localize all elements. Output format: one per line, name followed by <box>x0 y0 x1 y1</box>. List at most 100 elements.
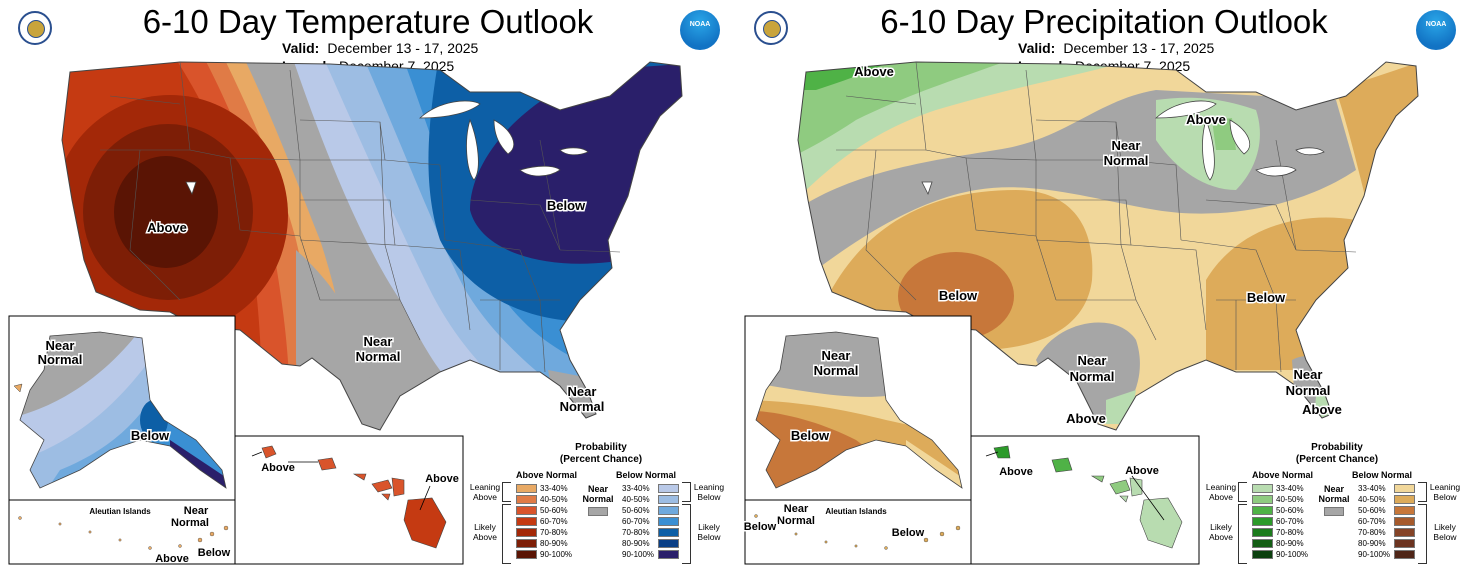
label-below-southwest: Below <box>939 288 978 303</box>
label-near-normal-north-2: Normal <box>1104 153 1149 168</box>
legend-above-range: 90-100% <box>1276 550 1309 559</box>
legend-above-swatch <box>516 484 537 493</box>
legend-above-swatch <box>1252 495 1273 504</box>
label-near-normal-tx-1: Near <box>1078 353 1107 368</box>
hawaii-inset: Above Above <box>234 435 464 565</box>
label-ak-near-normal-1: Near <box>822 348 851 363</box>
legend-below-swatch <box>1394 517 1415 526</box>
legend-subtitle: (Percent Chance) <box>559 454 643 465</box>
legend-above-swatch <box>1252 539 1273 548</box>
legend-below-swatch <box>658 484 679 493</box>
label-ak-below: Below <box>131 428 170 443</box>
label-aleutian-below-left: Below <box>744 521 777 533</box>
legend-below-swatch <box>1394 528 1415 537</box>
great-lakes <box>921 100 1325 196</box>
label-hi-above-right: Above <box>425 473 459 485</box>
legend-above-range: 60-70% <box>1276 517 1304 526</box>
precipitation-legend: Probability (Percent Chance) Above Norma… <box>1202 440 1472 572</box>
temperature-outlook-panel: NOAA 6-10 Day Temperature Outlook Valid:… <box>8 3 736 572</box>
legend-below-range: 33-40% <box>1358 484 1386 493</box>
legend-above-swatch <box>516 550 537 559</box>
legend-below-normal: Below Normal <box>616 470 677 480</box>
label-aleutian-near-normal-2: Normal <box>171 517 209 529</box>
temperature-legend: Probability (Percent Chance) Above Norma… <box>466 440 736 572</box>
label-hi-above-left: Above <box>261 462 295 474</box>
legend-leaning-below: Leaning Below <box>693 482 725 502</box>
legend-above-normal: Above Normal <box>1252 470 1314 480</box>
label-near-normal-fl-1: Near <box>568 384 597 399</box>
legend-below-range: 90-100% <box>622 550 655 559</box>
legend-above-range: 33-40% <box>1276 484 1304 493</box>
legend-below-range: 40-50% <box>622 495 650 504</box>
hawaii-inset: Above Above <box>970 435 1200 565</box>
legend-below-range: 80-90% <box>622 539 650 548</box>
legend-below-range: 80-90% <box>1358 539 1386 548</box>
label-aleutian-near-normal-1: Near <box>184 505 209 517</box>
legend-above-range: 33-40% <box>540 484 568 493</box>
precipitation-map: Above Above Near Normal Below Below Near… <box>742 61 1419 565</box>
legend-above-normal: Above Normal <box>516 470 578 480</box>
legend-above-range: 80-90% <box>540 539 568 548</box>
legend-below-swatch <box>1394 506 1415 515</box>
legend-above-swatch <box>516 517 537 526</box>
label-near-normal-fl-2: Normal <box>560 399 605 414</box>
temperature-map: Above Below Near Normal Near Normal Near <box>8 61 683 567</box>
legend-below-swatch <box>658 539 679 548</box>
legend-above-swatch <box>1252 517 1273 526</box>
legend-below-range: 40-50% <box>1358 495 1386 504</box>
legend-likely-above: Likely Above <box>1208 522 1234 542</box>
alaska-inset: Near Normal Below <box>744 315 972 501</box>
label-above-fl: Above <box>1302 402 1342 417</box>
legend-above-swatch <box>516 506 537 515</box>
state-boundaries <box>836 61 1357 373</box>
legend-below-range: 90-100% <box>1358 550 1391 559</box>
valid-dates: Valid: December 13 - 17, 2025 <box>282 40 479 56</box>
valid-dates: Valid: December 13 - 17, 2025 <box>1018 40 1215 56</box>
legend-below-swatch <box>1394 495 1415 504</box>
alaska-inset: Near Normal Below <box>8 315 236 501</box>
state-boundaries <box>100 61 621 373</box>
legend-leaning-above: Leaning Above <box>469 482 501 502</box>
label-above-great-lakes: Above <box>1186 112 1226 127</box>
label-aleutian-near-normal-1: Near <box>784 503 809 515</box>
page-title: 6-10 Day Temperature Outlook <box>142 3 594 40</box>
legend-above-swatch <box>516 539 537 548</box>
legend-likely-above: Likely Above <box>472 522 498 542</box>
legend-above-swatch <box>1252 550 1273 559</box>
noaa-logo-icon: NOAA <box>680 10 720 50</box>
label-near-normal-tx-2: Normal <box>1070 369 1115 384</box>
label-aleutian-above: Above <box>155 553 189 565</box>
legend-below-range: 70-80% <box>622 528 650 537</box>
legend-near-normal-swatch <box>1324 507 1344 516</box>
legend-subtitle: (Percent Chance) <box>1295 454 1379 465</box>
legend-above-range: 70-80% <box>1276 528 1304 537</box>
precipitation-outlook-panel: NOAA 6-10 Day Precipitation Outlook Vali… <box>736 0 1472 572</box>
legend-below-range: 50-60% <box>622 506 650 515</box>
legend-leaning-below: Leaning Below <box>1429 482 1461 502</box>
legend-likely-below: Likely Below <box>697 522 721 542</box>
legend-below-swatch <box>658 528 679 537</box>
legend-below-swatch <box>658 517 679 526</box>
label-aleutian-below-right: Below <box>892 527 925 539</box>
label-above-west: Above <box>147 220 187 235</box>
legend-below-swatch <box>1394 550 1415 559</box>
label-near-normal-fl-1: Near <box>1294 367 1323 382</box>
label-above-nw: Above <box>854 64 894 79</box>
label-above-tx-coast: Above <box>1066 411 1106 426</box>
label-hi-above-right: Above <box>1125 465 1159 477</box>
label-ak-near-normal-1: Near <box>46 338 75 353</box>
legend-above-range: 60-70% <box>540 517 568 526</box>
legend-below-range: 60-70% <box>1358 517 1386 526</box>
legend-near-normal: Near Normal <box>1318 484 1350 504</box>
legend-above-range: 40-50% <box>540 495 568 504</box>
page-title: 6-10 Day Precipitation Outlook <box>880 3 1328 40</box>
legend-above-swatch <box>516 528 537 537</box>
label-hi-above-left: Above <box>999 466 1033 478</box>
legend-below-range: 33-40% <box>622 484 650 493</box>
legend-below-normal: Below Normal <box>1352 470 1413 480</box>
great-lakes <box>185 100 589 196</box>
label-below-east: Below <box>547 198 586 213</box>
legend-near-normal: Near Normal <box>582 484 614 504</box>
label-near-normal-tx-1: Near <box>364 334 393 349</box>
label-below-southeast: Below <box>1247 290 1286 305</box>
